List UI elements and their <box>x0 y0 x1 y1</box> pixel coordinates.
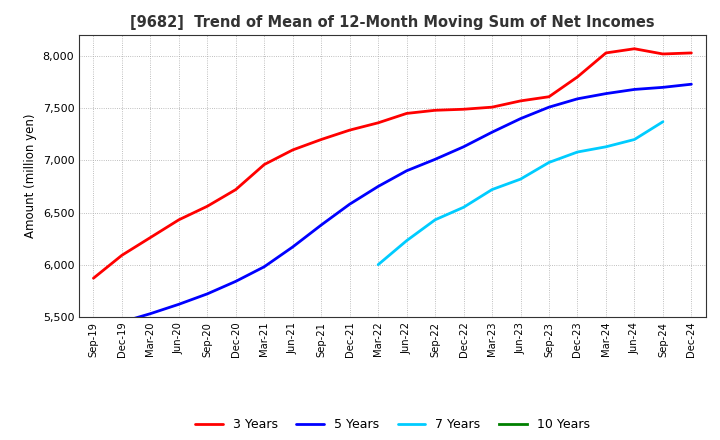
Line: 5 Years: 5 Years <box>122 84 691 322</box>
3 Years <box>516 98 525 103</box>
7 Years <box>487 187 496 192</box>
5 Years <box>232 279 240 284</box>
5 Years <box>174 302 183 307</box>
7 Years <box>659 119 667 125</box>
5 Years <box>402 168 411 173</box>
7 Years <box>459 205 468 210</box>
7 Years <box>374 262 382 267</box>
Line: 7 Years: 7 Years <box>378 122 663 264</box>
3 Years <box>317 137 325 142</box>
Y-axis label: Amount (million yen): Amount (million yen) <box>24 114 37 238</box>
5 Years <box>374 184 382 189</box>
Legend: 3 Years, 5 Years, 7 Years, 10 Years: 3 Years, 5 Years, 7 Years, 10 Years <box>190 413 595 436</box>
3 Years <box>146 235 155 240</box>
3 Years <box>545 94 554 99</box>
5 Years <box>203 291 212 297</box>
3 Years <box>203 204 212 209</box>
7 Years <box>402 238 411 243</box>
3 Years <box>573 74 582 80</box>
7 Years <box>630 137 639 142</box>
7 Years <box>602 144 611 150</box>
5 Years <box>573 96 582 102</box>
7 Years <box>431 217 439 223</box>
5 Years <box>487 129 496 135</box>
3 Years <box>431 108 439 113</box>
3 Years <box>402 111 411 116</box>
3 Years <box>260 162 269 167</box>
5 Years <box>260 264 269 269</box>
3 Years <box>659 51 667 57</box>
5 Years <box>146 311 155 316</box>
3 Years <box>346 128 354 133</box>
3 Years <box>459 106 468 112</box>
5 Years <box>117 319 126 325</box>
5 Years <box>516 116 525 121</box>
5 Years <box>659 85 667 90</box>
3 Years <box>89 275 98 281</box>
5 Years <box>687 81 696 87</box>
3 Years <box>687 50 696 55</box>
3 Years <box>289 147 297 153</box>
3 Years <box>117 253 126 258</box>
5 Years <box>602 91 611 96</box>
Line: 3 Years: 3 Years <box>94 49 691 278</box>
3 Years <box>630 46 639 51</box>
5 Years <box>317 222 325 227</box>
3 Years <box>487 105 496 110</box>
3 Years <box>374 120 382 125</box>
5 Years <box>459 144 468 150</box>
7 Years <box>516 176 525 182</box>
3 Years <box>232 187 240 192</box>
Title: [9682]  Trend of Mean of 12-Month Moving Sum of Net Incomes: [9682] Trend of Mean of 12-Month Moving … <box>130 15 654 30</box>
7 Years <box>545 160 554 165</box>
5 Years <box>630 87 639 92</box>
5 Years <box>431 157 439 162</box>
3 Years <box>174 217 183 223</box>
5 Years <box>289 244 297 249</box>
7 Years <box>573 149 582 154</box>
5 Years <box>346 202 354 207</box>
3 Years <box>602 50 611 55</box>
5 Years <box>545 105 554 110</box>
